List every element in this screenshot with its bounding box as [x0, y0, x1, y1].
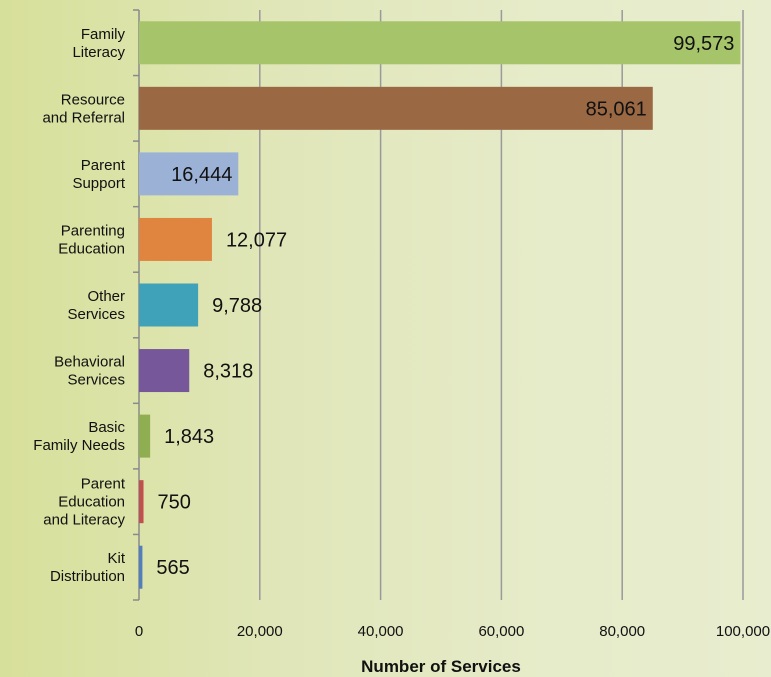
category-label-0-1: Literacy	[72, 44, 125, 61]
category-label-5-1: Services	[67, 372, 125, 389]
category-label-1-0: Resource	[61, 91, 125, 108]
data-label-3: 12,077	[226, 229, 287, 251]
bar-2	[139, 152, 239, 196]
category-label-6-1: Family Needs	[33, 437, 125, 454]
data-label-6: 1,843	[164, 426, 214, 448]
data-label-2: 16,444	[171, 164, 232, 186]
category-label-8-0: Kit	[107, 550, 125, 567]
bar-4	[139, 283, 199, 327]
bar-5	[139, 349, 190, 393]
bar-8	[139, 545, 143, 589]
category-label-4-0: Other	[87, 288, 125, 305]
category-label-7-1: Education	[58, 494, 125, 511]
bar-0	[139, 21, 741, 65]
data-label-4: 9,788	[212, 295, 262, 317]
x-tick-label-5: 100,000	[716, 623, 770, 640]
category-label-4-1: Services	[67, 306, 125, 323]
category-label-7-0: Parent	[81, 476, 126, 493]
x-tick-label-4: 80,000	[599, 623, 645, 640]
data-label-0: 99,573	[673, 33, 734, 55]
bar-1	[139, 86, 653, 130]
x-tick-label-0: 0	[135, 623, 143, 640]
data-label-1: 85,061	[586, 98, 647, 120]
bar-3	[139, 217, 212, 261]
x-axis-title: Number of Services	[361, 657, 521, 676]
x-tick-label-3: 60,000	[478, 623, 524, 640]
category-label-3-0: Parenting	[61, 222, 125, 239]
bar-6	[139, 414, 151, 458]
category-label-7-2: and Literacy	[43, 512, 125, 529]
x-tick-label-1: 20,000	[237, 623, 283, 640]
category-label-2-1: Support	[72, 175, 125, 192]
category-label-0-0: Family	[81, 26, 126, 43]
category-label-2-0: Parent	[81, 157, 126, 174]
data-label-7: 750	[158, 492, 191, 514]
category-label-1-1: and Referral	[42, 109, 125, 126]
data-label-5: 8,318	[203, 361, 253, 383]
category-label-6-0: Basic	[88, 419, 125, 436]
data-label-8: 565	[156, 557, 189, 579]
category-label-8-1: Distribution	[50, 568, 125, 585]
bar-7	[139, 480, 144, 524]
category-label-5-0: Behavioral	[54, 354, 125, 371]
x-tick-label-2: 40,000	[358, 623, 404, 640]
category-label-3-1: Education	[58, 240, 125, 257]
